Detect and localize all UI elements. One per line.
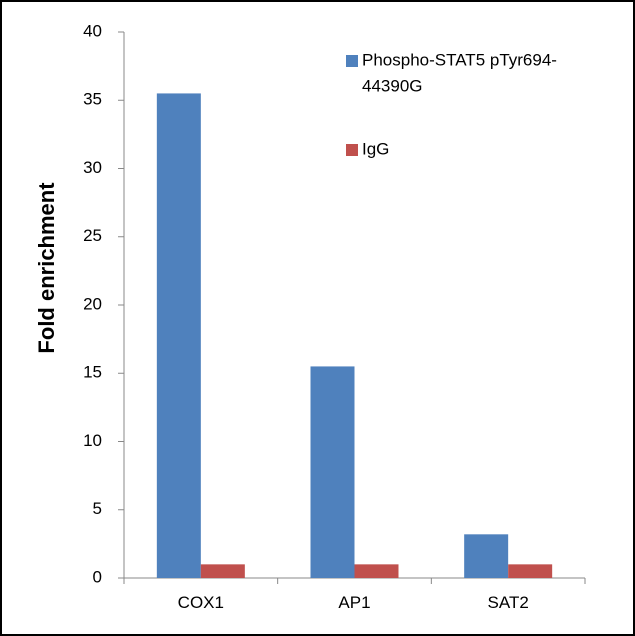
legend: Phospho-STAT5 pTyr694- 44390G IgG (346, 50, 557, 158)
y-tick-label: 10 (83, 431, 102, 450)
x-category-label: SAT2 (488, 593, 529, 612)
y-axis-title: Fold enrichment (34, 182, 59, 354)
y-tick-label: 0 (93, 567, 102, 586)
x-category-label: COX1 (178, 593, 224, 612)
legend-label: Phospho-STAT5 pTyr694- (362, 50, 557, 69)
y-tick-label: 15 (83, 363, 102, 382)
y-axis: 0 5 10 15 20 25 30 35 40 (83, 21, 125, 586)
x-axis: COX1 AP1 SAT2 (123, 577, 586, 612)
legend-swatch (346, 55, 358, 67)
x-category-label: AP1 (338, 593, 370, 612)
bar-cox1-series-2 (200, 564, 245, 578)
bar-cox1-series-1 (156, 93, 201, 579)
bar-ap1-series-2 (354, 564, 399, 578)
legend-swatch (346, 144, 358, 156)
y-tick-label: 25 (83, 226, 102, 245)
y-tick-label: 5 (93, 499, 102, 518)
legend-label: 44390G (362, 76, 423, 95)
bar-ap1-series-1 (310, 366, 355, 578)
y-tick-label: 20 (83, 294, 102, 313)
y-tick-label: 40 (83, 21, 102, 40)
y-tick-label: 30 (83, 158, 102, 177)
bar-sat2-series-2 (508, 564, 553, 578)
legend-label: IgG (362, 139, 389, 158)
y-tick-label: 35 (83, 90, 102, 109)
bars (156, 93, 553, 579)
bar-sat2-series-1 (464, 534, 509, 578)
